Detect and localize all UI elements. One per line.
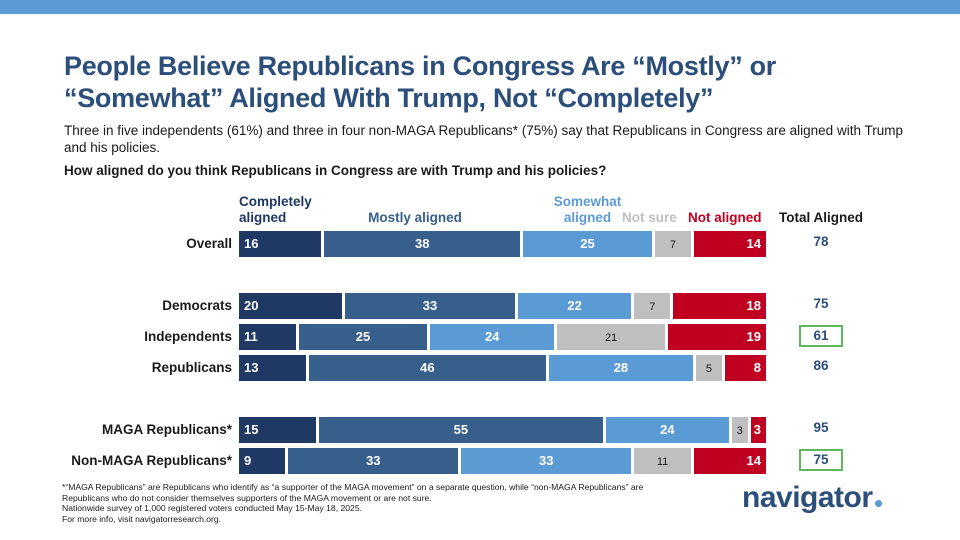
total-aligned-value: 75 — [799, 449, 843, 471]
bar-segment-mostly-aligned — [288, 448, 459, 474]
bar-value-label: 3 — [736, 425, 743, 437]
bar-value-label: 7 — [649, 301, 656, 313]
bar-value-label: 24 — [484, 329, 500, 344]
bar-segment-completely-aligned — [239, 448, 286, 474]
bar-segment-somewhat-aligned — [461, 448, 632, 474]
page-subtitle: Three in five independents (61%) and thr… — [64, 123, 903, 155]
bar-value-label: 8 — [753, 360, 761, 375]
bar-value-label: 46 — [420, 360, 435, 375]
bar-segment-mostly-aligned — [319, 417, 603, 443]
footnote-line: *“MAGA Republicans” are Republicans who … — [62, 482, 644, 492]
bar-segment-somewhat-aligned — [523, 231, 652, 257]
legend-somewhat-aligned: Somewhat aligned — [553, 194, 622, 225]
bar-value-label: 20 — [244, 298, 259, 313]
bar-segment-mostly-aligned — [308, 355, 546, 381]
bar-value-label: 11 — [656, 456, 669, 468]
footnote-line: Republicans who do not consider themselv… — [62, 492, 432, 503]
bar-segment-not-sure — [696, 355, 722, 381]
total-aligned-value: 61 — [799, 325, 843, 347]
bar-value-label: 18 — [746, 298, 761, 313]
bar-segment-completely-aligned — [239, 417, 317, 443]
row-label-democrats: Democrats — [162, 298, 232, 313]
row-label-overall: Overall — [186, 236, 232, 251]
bar-segment-not-aligned — [693, 448, 766, 474]
logo-text: navigator — [742, 481, 873, 514]
navigator-logo: navigator — [742, 481, 882, 515]
bar-segment-mostly-aligned — [324, 231, 521, 257]
bar-value-label: 11 — [244, 329, 258, 344]
bar-segment-somewhat-aligned — [517, 293, 632, 319]
row-label-non-maga-republicans: Non-MAGA Republicans* — [71, 453, 232, 468]
footnote-line: For more info, visit navigatorresearch.o… — [62, 513, 222, 524]
bar-segment-somewhat-aligned — [548, 355, 694, 381]
bar-value-label: 22 — [567, 298, 582, 313]
bar-value-label: 25 — [355, 329, 371, 344]
bar-value-label: 38 — [415, 236, 430, 251]
top-accent-bar — [0, 0, 960, 14]
bar-value-label: 15 — [244, 422, 259, 437]
bar-segment-completely-aligned — [239, 231, 322, 257]
bar-segment-not-sure — [634, 293, 671, 319]
bar-value-label: 19 — [746, 329, 761, 344]
bar-segment-mostly-aligned — [345, 293, 515, 319]
bar-value-label: 33 — [422, 298, 438, 313]
bar-value-label: 14 — [746, 453, 761, 468]
bar-segment-not-sure — [732, 417, 748, 443]
bar-value-label: 9 — [244, 453, 252, 468]
total-aligned-value: 78 — [813, 234, 829, 249]
bar-segment-not-aligned — [673, 293, 766, 319]
legend-not-aligned: Not aligned — [688, 210, 762, 225]
bar-segment-somewhat-aligned — [430, 324, 554, 350]
bar-segment-not-sure — [654, 231, 691, 257]
row-label-independents: Independents — [144, 329, 232, 344]
bar-value-label: 25 — [580, 236, 595, 251]
bar-value-label: 24 — [660, 422, 675, 437]
bar-value-label: 3 — [753, 422, 761, 437]
total-aligned-value: 95 — [813, 420, 829, 435]
logo-dot-icon — [874, 500, 882, 507]
bar-segment-completely-aligned — [239, 293, 342, 319]
bar-segment-not-sure — [634, 448, 691, 474]
bar-value-label: 55 — [453, 422, 469, 437]
footnote: *“MAGA Republicans” are Republicans who … — [62, 482, 702, 524]
total-aligned-value: 75 — [813, 296, 829, 311]
row-label-maga-republicans: MAGA Republicans* — [101, 422, 232, 437]
footnote-line: Nationwide survey of 1,000 registered vo… — [62, 503, 362, 514]
bar-value-label: 33 — [539, 453, 554, 468]
bar-value-label: 5 — [705, 363, 712, 375]
bar-segment-completely-aligned — [239, 324, 296, 350]
legend-mostly-aligned: Mostly aligned — [368, 210, 462, 225]
bar-value-label: 13 — [244, 360, 259, 375]
bar-value-label: 7 — [669, 239, 676, 251]
page-title: People Believe Republicans in Congress A… — [64, 51, 776, 113]
bar-segment-completely-aligned — [239, 355, 306, 381]
bar-segment-somewhat-aligned — [605, 417, 730, 443]
bar-segment-not-aligned — [668, 324, 766, 350]
legend-not-sure: Not sure — [622, 210, 677, 225]
total-aligned-value: 86 — [813, 358, 829, 373]
bar-value-label: 14 — [746, 236, 761, 251]
bar-value-label: 21 — [604, 332, 618, 344]
bar-segment-mostly-aligned — [298, 324, 428, 350]
legend-completely-aligned: Completely aligned — [239, 194, 312, 225]
row-label-republicans: Republicans — [151, 360, 232, 375]
bar-segment-not-aligned — [750, 417, 766, 443]
bar-segment-not-aligned — [693, 231, 766, 257]
totals-header: Total Aligned — [779, 210, 863, 225]
survey-question: How aligned do you think Republicans in … — [64, 163, 607, 178]
bar-value-label: 16 — [244, 236, 259, 251]
bar-value-label: 28 — [613, 360, 629, 375]
bar-segment-not-aligned — [724, 355, 766, 381]
bar-segment-not-sure — [557, 324, 666, 350]
bar-value-label: 33 — [366, 453, 381, 468]
